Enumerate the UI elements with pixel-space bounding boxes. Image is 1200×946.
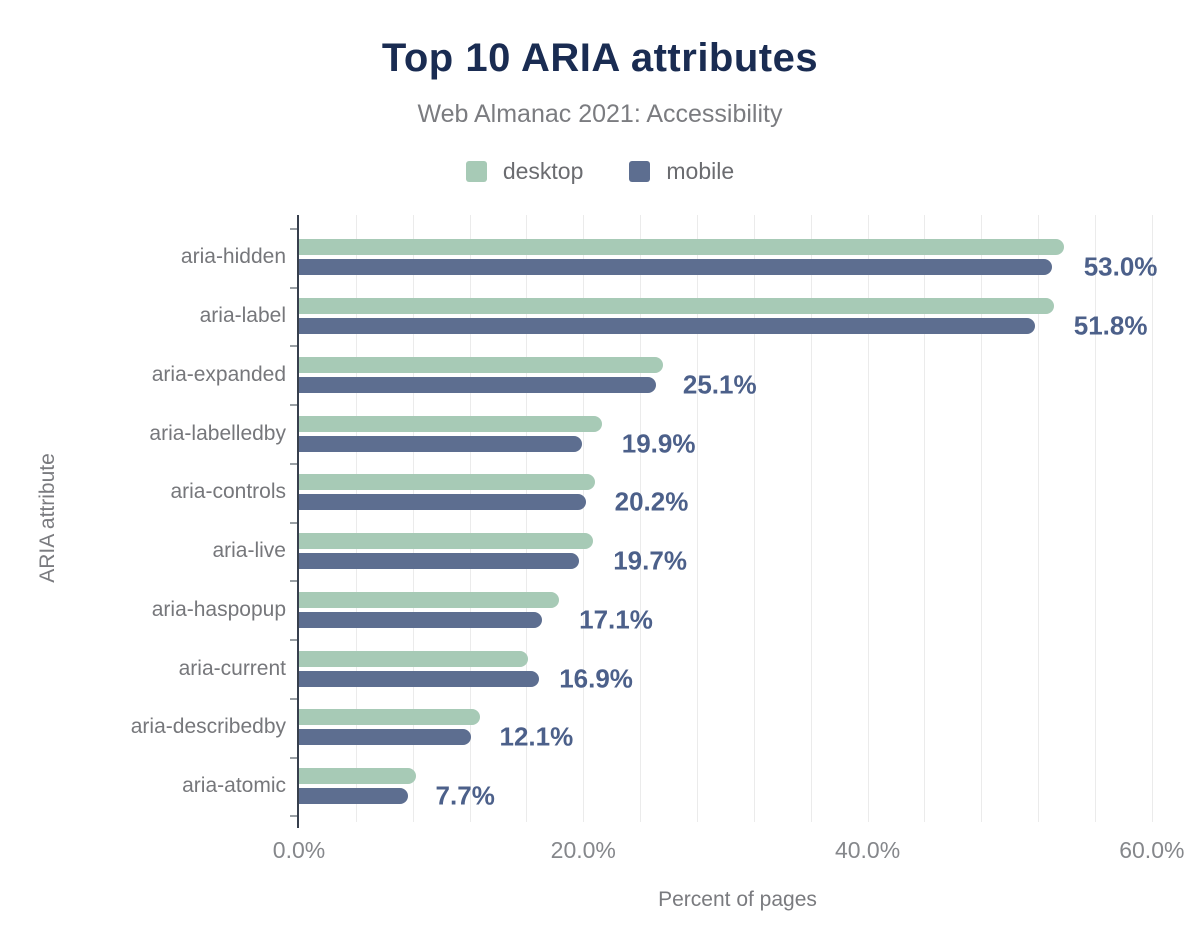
value-label: 7.7%: [435, 780, 495, 811]
category-label: aria-describedby: [130, 715, 286, 739]
legend-item-desktop: desktop: [465, 158, 584, 185]
plot-area: aria-hidden 53.0% aria-label 51.8% aria-expa…: [131, 215, 1184, 911]
mobile-bar: [299, 670, 540, 687]
category-label: aria-atomic: [182, 774, 286, 797]
y-axis-tick: [290, 756, 297, 759]
desktop-bar: [299, 709, 480, 726]
mobile-bar: [299, 494, 587, 511]
x-axis-title: Percent of pages: [658, 888, 817, 911]
category-label: aria-haspopup: [151, 597, 286, 621]
gridline: [753, 215, 755, 822]
gridline: [810, 215, 812, 822]
mobile-bar: [299, 729, 471, 746]
desktop-bar: [299, 768, 416, 785]
bar-row: aria-labelledby 19.9%: [149, 404, 1176, 463]
gridline: [526, 215, 528, 822]
x-tick-label: 20.0%: [550, 837, 616, 863]
value-label: 20.2%: [614, 486, 689, 517]
y-axis-tick: [290, 462, 297, 465]
desktop-bar: [299, 239, 1064, 256]
value-label: 19.7%: [613, 545, 687, 576]
gridline: [1038, 215, 1040, 822]
gridline: [412, 215, 414, 822]
value-label: 25.1%: [682, 369, 757, 400]
mobile-bar: [299, 318, 1036, 335]
y-axis-tick: [290, 639, 297, 642]
legend-item-mobile: mobile: [629, 158, 734, 185]
bar-row: aria-current 16.9%: [179, 639, 1176, 698]
x-tick-label: 0.0%: [272, 837, 326, 863]
value-label: 17.1%: [579, 604, 653, 635]
y-axis-tick: [290, 697, 297, 700]
mobile-bar: [299, 611, 543, 628]
y-axis-tick: [290, 404, 297, 407]
mobile-bar: [299, 788, 409, 805]
gridline: [583, 215, 585, 822]
mobile-bar: [299, 259, 1053, 276]
gridline: [355, 215, 357, 822]
bar-row: aria-hidden 53.0%: [181, 228, 1176, 287]
category-label: aria-live: [212, 539, 286, 563]
y-axis-tick: [290, 345, 297, 348]
x-tick-label: 40.0%: [834, 837, 901, 863]
value-label: 19.9%: [621, 428, 696, 459]
y-axis-title: ARIA attribute: [36, 453, 59, 583]
gridline: [696, 215, 698, 822]
category-label: aria-labelledby: [149, 421, 286, 445]
desktop-bar: [299, 356, 663, 373]
desktop-bar: [299, 298, 1054, 315]
bar-row: aria-controls 20.2%: [170, 463, 1176, 522]
legend-swatch-mobile-icon: [629, 161, 651, 182]
category-label: aria-controls: [170, 480, 286, 504]
y-axis-tick: [290, 815, 297, 818]
gridline: [867, 215, 869, 822]
legend-label-mobile: mobile: [666, 158, 735, 184]
bar-row: aria-label 51.8%: [200, 287, 1176, 346]
category-label: aria-hidden: [180, 245, 286, 269]
mobile-bar: [299, 435, 582, 452]
y-axis-tick: [290, 521, 297, 524]
gridline: [640, 215, 642, 822]
bar-row: aria-describedby 12.1%: [131, 698, 1176, 757]
y-axis-tick: [290, 228, 297, 230]
category-label: aria-label: [199, 304, 286, 328]
desktop-bar: [299, 474, 595, 491]
chart-title: Top 10 ARIA attributes: [381, 36, 819, 80]
desktop-bar: [299, 650, 528, 667]
x-tick-label: 60.0%: [1119, 837, 1185, 863]
gridline: [1151, 215, 1153, 822]
desktop-bar: [299, 533, 594, 550]
value-label: 16.9%: [559, 663, 633, 694]
bar-row: aria-expanded 25.1%: [152, 345, 1176, 404]
gridline: [924, 215, 926, 822]
legend: desktop mobile: [0, 158, 1200, 185]
bar-row: aria-atomic 7.7%: [182, 757, 1176, 816]
legend-swatch-desktop-icon: [465, 161, 487, 182]
y-axis-line: [297, 215, 299, 828]
gridline: [981, 215, 983, 822]
mobile-bar: [299, 376, 656, 393]
bar-rows: aria-hidden 53.0% aria-label 51.8% aria-expa…: [131, 228, 1176, 816]
bar-row: aria-live 19.7%: [212, 522, 1176, 581]
value-label: 12.1%: [499, 721, 574, 752]
gridline: [1094, 215, 1096, 822]
y-axis-tick: [290, 580, 297, 583]
y-axis-tick: [290, 286, 297, 289]
desktop-bar: [299, 415, 602, 432]
mobile-bar: [299, 553, 579, 570]
bar-row: aria-haspopup 17.1%: [152, 580, 1176, 639]
value-label: 51.8%: [1073, 310, 1148, 341]
chart-subtitle: Web Almanac 2021: Accessibility: [417, 100, 783, 128]
category-label: aria-expanded: [151, 362, 286, 386]
value-label: 53.0%: [1083, 251, 1158, 282]
desktop-bar: [299, 591, 560, 608]
legend-label-desktop: desktop: [502, 158, 584, 184]
gridline: [469, 215, 471, 822]
category-label: aria-current: [178, 656, 286, 680]
